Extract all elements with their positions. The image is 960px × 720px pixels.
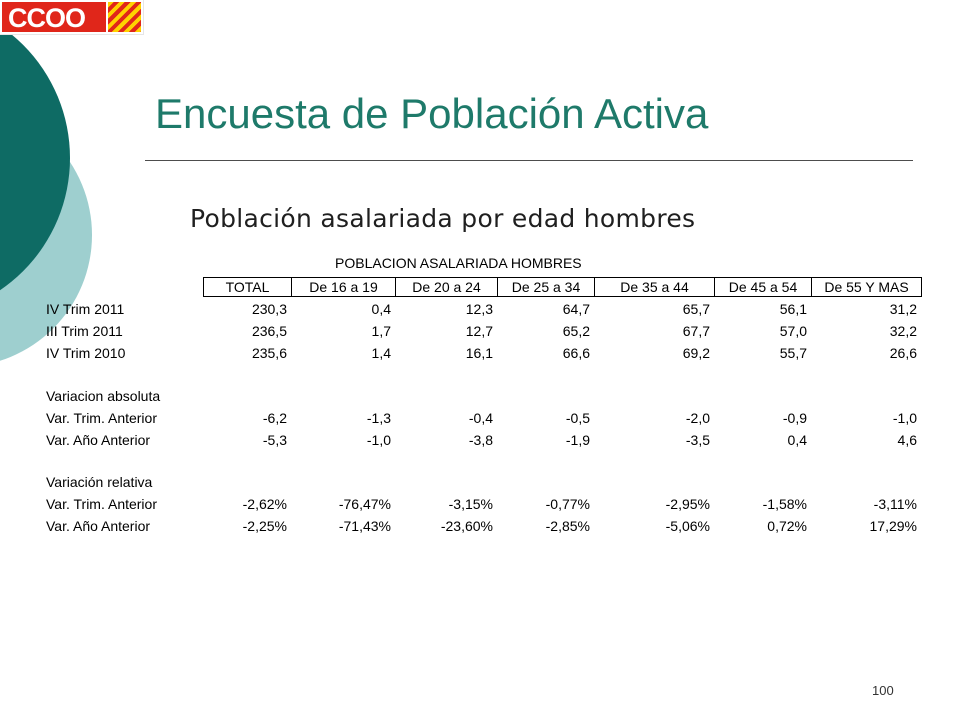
table-cell: -1,0 — [892, 410, 917, 426]
table-cell: -3,15% — [448, 496, 493, 512]
table-cell: 0,4 — [787, 432, 807, 448]
table-cell: 26,6 — [889, 345, 917, 361]
table-cell: 67,7 — [682, 323, 710, 339]
table-cell: -2,62% — [242, 496, 287, 512]
row-label: Var. Año Anterior — [46, 518, 151, 534]
column-header: De 16 a 19 — [291, 277, 396, 297]
column-header: De 55 Y MAS — [811, 277, 922, 297]
table-cell: -0,4 — [468, 410, 493, 426]
table-cell: 1,4 — [371, 345, 391, 361]
table-cell: -2,85% — [545, 518, 590, 534]
dark-teal-circle — [0, 25, 70, 291]
table-cell: -3,11% — [873, 496, 917, 512]
slide-title: Encuesta de Población Activa — [155, 90, 709, 137]
row-label: IV Trim 2010 — [46, 345, 126, 361]
table-cell: -3,5 — [685, 432, 710, 448]
table-cell: 32,2 — [889, 323, 917, 339]
table-cell: -76,47% — [338, 496, 391, 512]
table-cell: 1,7 — [371, 323, 391, 339]
table-cell: -2,95% — [665, 496, 710, 512]
column-header: De 20 a 24 — [395, 277, 498, 297]
ccoo-logo: CCOO — [0, 0, 143, 34]
row-label: Var. Trim. Anterior — [46, 496, 157, 512]
table-cell: 55,7 — [779, 345, 807, 361]
table-cell: 65,2 — [562, 323, 590, 339]
column-header: TOTAL — [203, 277, 292, 297]
logo-text: CCOO — [8, 3, 86, 33]
table-cell: -0,77% — [545, 496, 590, 512]
page-number: 100 — [872, 683, 894, 698]
decorative-circles — [0, 25, 92, 361]
table-cell: -1,58% — [762, 496, 807, 512]
table-cell: 236,5 — [251, 323, 287, 339]
table-cell: 0,72% — [767, 518, 807, 534]
slide-subtitle: Población asalariada por edad hombres — [190, 204, 696, 233]
table-cell: -2,0 — [685, 410, 710, 426]
table-cell: 65,7 — [682, 301, 710, 317]
table-cell: -1,9 — [565, 432, 590, 448]
table-cell: 56,1 — [779, 301, 807, 317]
column-header: De 35 a 44 — [594, 277, 715, 297]
table-cell: -5,3 — [262, 432, 287, 448]
row-label: IV Trim 2011 — [46, 301, 125, 317]
table-cell: -0,9 — [782, 410, 807, 426]
table-cell: -0,5 — [565, 410, 590, 426]
table-cell: -2,25% — [242, 518, 287, 534]
row-label: Variacion absoluta — [46, 388, 161, 404]
table-cell: 230,3 — [251, 301, 287, 317]
table-cell: 4,6 — [897, 432, 917, 448]
table-cell: -23,60% — [440, 518, 493, 534]
table-cell: 0,4 — [371, 301, 391, 317]
table-cell: 12,3 — [465, 301, 493, 317]
table-cell: -1,0 — [366, 432, 391, 448]
table-cell: -3,8 — [468, 432, 493, 448]
row-label: Var. Trim. Anterior — [46, 410, 157, 426]
table-cell: -1,3 — [366, 410, 391, 426]
table-cell: 17,29% — [869, 518, 917, 534]
title-divider — [145, 160, 913, 161]
row-label: Variación relativa — [46, 474, 153, 490]
table-cell: -71,43% — [338, 518, 391, 534]
column-header: De 25 a 34 — [497, 277, 595, 297]
table-cell: 69,2 — [682, 345, 710, 361]
table-cell: 66,6 — [562, 345, 590, 361]
table-cell: -5,06% — [665, 518, 710, 534]
aragon-flag-icon — [108, 2, 141, 32]
table-caption: POBLACION ASALARIADA HOMBRES — [335, 255, 582, 271]
row-label: Var. Año Anterior — [46, 432, 151, 448]
table-cell: 16,1 — [465, 345, 493, 361]
table-cell: -6,2 — [262, 410, 287, 426]
table-cell: 235,6 — [251, 345, 287, 361]
column-header: De 45 a 54 — [714, 277, 812, 297]
table-cell: 64,7 — [562, 301, 590, 317]
table-cell: 31,2 — [889, 301, 917, 317]
table-cell: 57,0 — [779, 323, 807, 339]
row-label: III Trim 2011 — [46, 323, 123, 339]
logo-red-block: CCOO — [2, 2, 106, 33]
table-cell: 12,7 — [465, 323, 493, 339]
